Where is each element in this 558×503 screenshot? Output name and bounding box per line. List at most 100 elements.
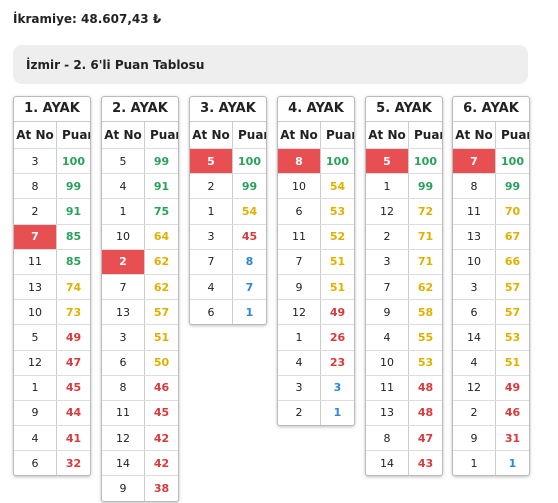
table-row: 12 47 — [14, 350, 90, 376]
table-row: 2 99 — [190, 174, 266, 200]
horse-number: 9 — [453, 426, 496, 451]
score: 46 — [504, 406, 521, 420]
table-row: 2 46 — [453, 400, 529, 427]
table-row: 5 99 — [102, 149, 178, 175]
table-row: 6 50 — [102, 350, 178, 376]
horse-number: 8 — [278, 149, 321, 174]
horse-number: 13 — [102, 300, 145, 325]
horse-number: 4 — [278, 350, 321, 375]
table-row: 13 57 — [102, 300, 178, 326]
table-row: 7 51 — [278, 249, 354, 275]
horse-number: 13 — [14, 274, 57, 300]
table-row: 4 23 — [278, 350, 354, 376]
horse-number: 3 — [366, 249, 409, 274]
horse-number: 4 — [190, 274, 233, 300]
score: 99 — [504, 179, 521, 193]
score: 99 — [417, 179, 434, 193]
horse-number: 10 — [278, 174, 321, 199]
horse-number: 1 — [14, 375, 57, 400]
score: 51 — [329, 255, 346, 269]
horse-number: 8 — [366, 426, 409, 451]
horse-number: 1 — [453, 451, 496, 476]
horse-number: 6 — [453, 300, 496, 325]
score: 51 — [329, 280, 346, 294]
table-row: 5 100 — [366, 149, 442, 175]
horse-number: 4 — [14, 426, 57, 451]
column-header: Puan — [326, 128, 354, 142]
score: 8 — [245, 255, 254, 269]
horse-number: 9 — [102, 476, 145, 501]
header-row: At No Puan — [278, 122, 354, 149]
horse-number: 1 — [278, 325, 321, 350]
horse-number: 10 — [453, 249, 496, 274]
table-row: 1 45 — [14, 375, 90, 401]
score: 71 — [417, 255, 434, 269]
horse-number: 9 — [278, 274, 321, 300]
table-row: 12 49 — [278, 300, 354, 326]
horse-number: 6 — [278, 199, 321, 224]
prize: İkramiye: 48.607,43 ₺ — [13, 12, 162, 26]
score: 85 — [65, 255, 82, 269]
horse-number: 8 — [14, 174, 57, 199]
score: 50 — [153, 356, 170, 370]
horse-number: 5 — [366, 149, 409, 174]
table-row: 4 91 — [102, 174, 178, 200]
header-row: At No Puan — [14, 122, 90, 149]
table-row: 1 99 — [366, 174, 442, 200]
horse-number: 7 — [14, 224, 57, 249]
score: 42 — [153, 456, 170, 470]
horse-number: 14 — [366, 451, 409, 476]
horse-number: 4 — [453, 350, 496, 375]
score: 44 — [65, 406, 82, 420]
score: 54 — [241, 204, 258, 218]
score: 3 — [333, 381, 342, 395]
horse-number: 2 — [278, 400, 321, 426]
score: 55 — [417, 330, 434, 344]
score: 64 — [153, 230, 170, 244]
horse-number: 7 — [453, 149, 496, 174]
score: 1 — [245, 305, 254, 319]
table-row: 12 49 — [453, 375, 529, 401]
horse-number: 2 — [453, 400, 496, 426]
horse-number: 12 — [14, 350, 57, 375]
horse-number: 6 — [102, 350, 145, 375]
table-row: 11 85 — [14, 249, 90, 275]
horse-number: 1 — [190, 199, 233, 224]
table-row: 8 47 — [366, 426, 442, 452]
panel: İzmir - 2. 6'li Puan Tablosu — [13, 45, 528, 84]
header-row: At No Puan — [190, 122, 266, 149]
table-row: 3 71 — [366, 249, 442, 275]
horse-number: 7 — [278, 249, 321, 274]
score: 48 — [417, 406, 434, 420]
table-row: 13 74 — [14, 274, 90, 301]
score: 91 — [153, 179, 170, 193]
horse-number: 3 — [278, 375, 321, 400]
table-row: 10 54 — [278, 174, 354, 200]
score: 47 — [65, 356, 82, 370]
horse-number: 7 — [190, 249, 233, 274]
horse-number: 2 — [102, 249, 145, 274]
horse-number: 5 — [14, 325, 57, 350]
table-row: 1 54 — [190, 199, 266, 225]
column-header: Puan — [414, 128, 442, 142]
horse-number: 11 — [453, 199, 496, 224]
horse-number: 4 — [366, 325, 409, 350]
score: 70 — [504, 204, 521, 218]
score: 53 — [417, 356, 434, 370]
score: 46 — [153, 381, 170, 395]
horse-number: 14 — [453, 325, 496, 350]
score: 1 — [333, 406, 342, 420]
table-row: 7 85 — [14, 224, 90, 250]
table-row: 9 44 — [14, 400, 90, 427]
horse-number: 8 — [453, 174, 496, 199]
horse-number: 12 — [102, 426, 145, 451]
table-row: 7 100 — [453, 149, 529, 175]
score: 49 — [329, 305, 346, 319]
score: 23 — [329, 356, 346, 370]
score: 38 — [153, 482, 170, 496]
